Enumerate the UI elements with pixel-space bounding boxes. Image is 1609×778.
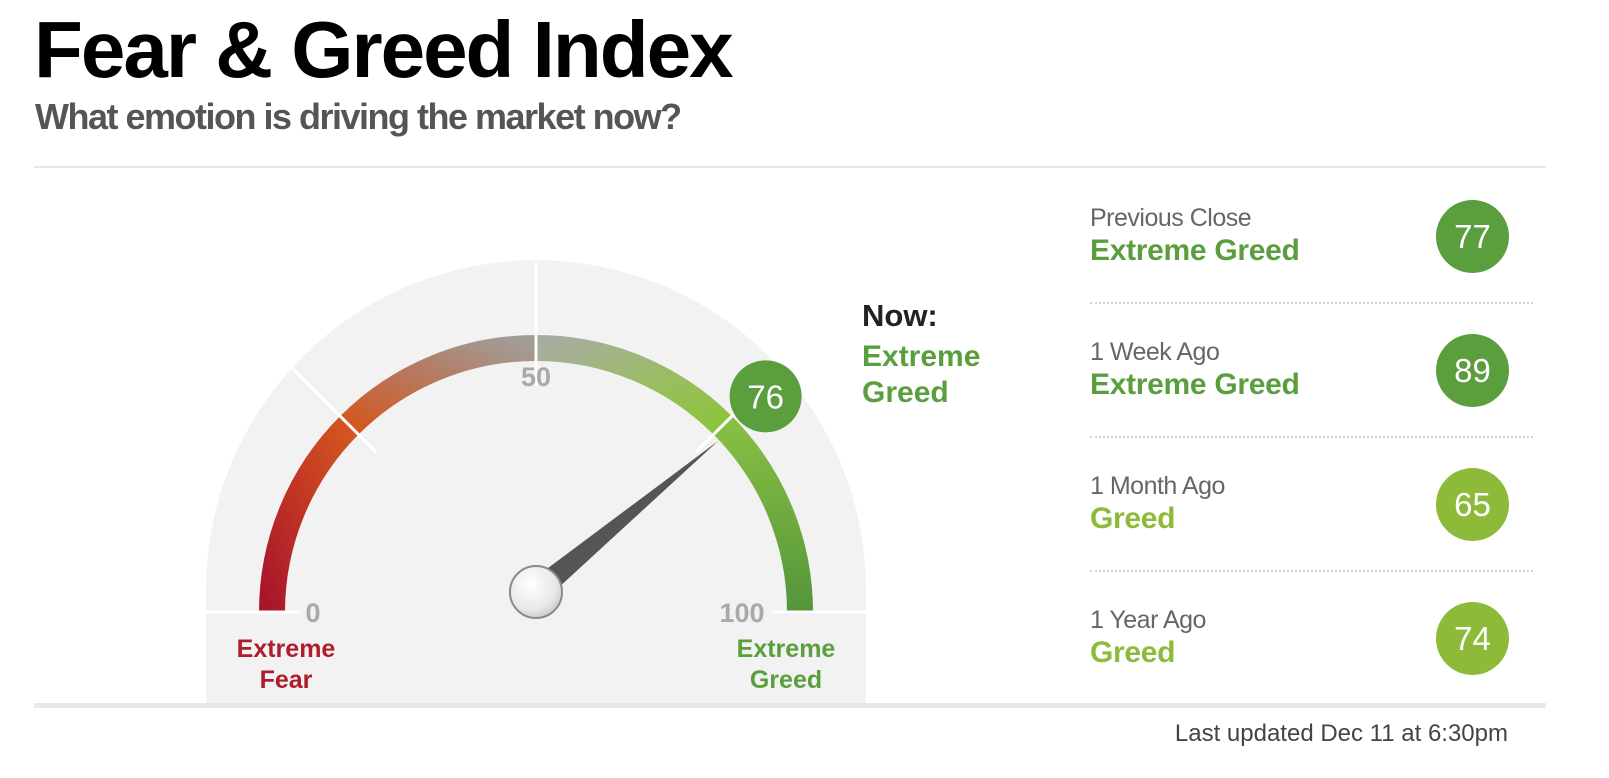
fear-greed-gauge: 50 0 100 Extreme Fear Extreme Greed 76 bbox=[206, 260, 866, 703]
history-state: Greed bbox=[1090, 636, 1176, 669]
scale-label-0: 0 bbox=[305, 598, 320, 628]
row-divider bbox=[1090, 436, 1533, 438]
history-state: Greed bbox=[1090, 502, 1176, 535]
history-label: Previous Close bbox=[1090, 204, 1252, 232]
caption-extreme-greed-line1: Extreme bbox=[737, 635, 836, 663]
history-panel: Previous Close Extreme Greed 77 1 Week A… bbox=[1090, 180, 1535, 716]
caption-extreme-greed-line2: Greed bbox=[750, 666, 822, 694]
history-label: 1 Month Ago bbox=[1090, 472, 1225, 500]
gauge-arc-extreme-fear bbox=[259, 416, 359, 613]
history-label: 1 Year Ago bbox=[1090, 606, 1206, 634]
gauge-svg: 50 0 100 Extreme Fear Extreme Greed 76 bbox=[206, 260, 866, 703]
gauge-background bbox=[206, 260, 866, 703]
history-row-previous-close: Previous Close Extreme Greed 77 bbox=[1090, 180, 1535, 314]
history-value-badge: 77 bbox=[1436, 200, 1509, 273]
now-value-bubble bbox=[729, 360, 802, 433]
history-value-badge: 89 bbox=[1436, 334, 1509, 407]
gauge-hub bbox=[509, 565, 563, 619]
caption-extreme-fear-line1: Extreme bbox=[237, 635, 336, 663]
scale-label-50: 50 bbox=[521, 362, 551, 392]
history-value-badge: 74 bbox=[1436, 602, 1509, 675]
history-label: 1 Week Ago bbox=[1090, 338, 1220, 366]
gauge-arc-greed bbox=[535, 335, 732, 435]
page-subtitle: What emotion is driving the market now? bbox=[35, 96, 682, 137]
history-state: Extreme Greed bbox=[1090, 368, 1300, 401]
history-value-badge: 65 bbox=[1436, 468, 1509, 541]
row-divider bbox=[1090, 302, 1533, 304]
gauge-divider-25 bbox=[287, 363, 378, 454]
now-block: Now: Extreme Greed bbox=[862, 300, 1022, 411]
bottom-divider bbox=[34, 703, 1546, 708]
now-value: 76 bbox=[747, 378, 784, 415]
gauge-needle bbox=[528, 440, 719, 602]
history-state: Extreme Greed bbox=[1090, 234, 1300, 267]
last-updated: Last updated Dec 11 at 6:30pm bbox=[1174, 720, 1508, 747]
gauge-arc-extreme-greed bbox=[713, 416, 813, 613]
now-state: Extreme Greed bbox=[862, 340, 981, 409]
history-row-1-month-ago: 1 Month Ago Greed 65 bbox=[1090, 448, 1535, 582]
row-divider bbox=[1090, 570, 1533, 572]
page-title: Fear & Greed Index bbox=[34, 5, 734, 94]
history-row-1-week-ago: 1 Week Ago Extreme Greed 89 bbox=[1090, 314, 1535, 448]
now-label: Now: bbox=[862, 298, 938, 333]
history-row-1-year-ago: 1 Year Ago Greed 74 bbox=[1090, 582, 1535, 716]
top-divider bbox=[34, 166, 1546, 168]
caption-extreme-fear-line2: Fear bbox=[260, 666, 313, 694]
scale-label-100: 100 bbox=[719, 598, 764, 628]
gauge-arc-fear bbox=[340, 335, 537, 435]
